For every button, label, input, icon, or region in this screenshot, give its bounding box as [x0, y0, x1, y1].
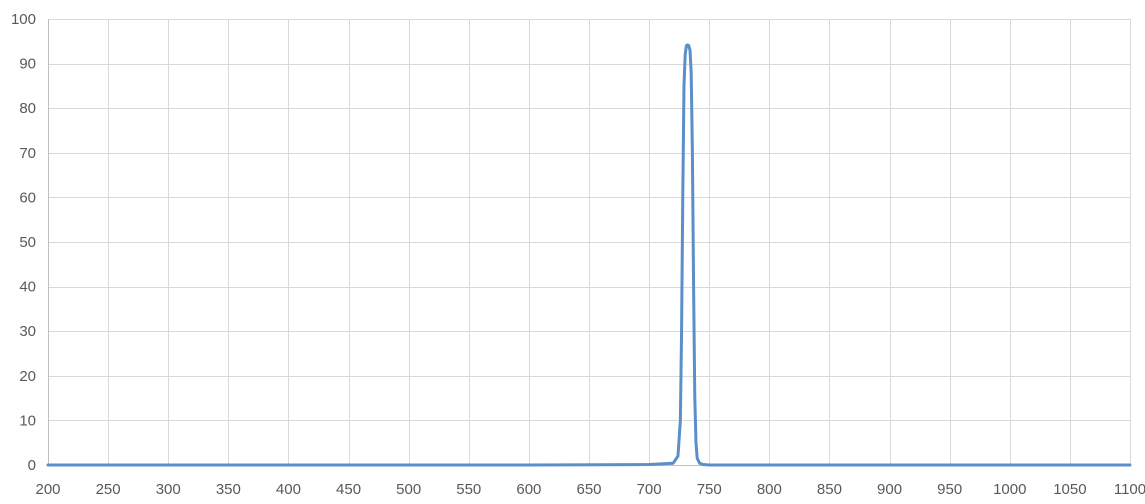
- x-tick-label: 650: [576, 481, 601, 498]
- y-tick-label: 80: [19, 100, 36, 117]
- x-tick-label: 500: [396, 481, 421, 498]
- y-tick-label: 60: [19, 189, 36, 206]
- x-tick-label: 950: [937, 481, 962, 498]
- y-tick-label: 100: [11, 11, 36, 28]
- x-tick-label: 300: [156, 481, 181, 498]
- x-tick-label: 400: [276, 481, 301, 498]
- y-tick-label: 0: [28, 457, 36, 474]
- x-tick-label: 350: [216, 481, 241, 498]
- y-axis-tick-labels: 0 10 20 30 40 50 60 70 80 90 100: [11, 11, 36, 474]
- y-tick-label: 40: [19, 279, 36, 296]
- y-tick-label: 10: [19, 412, 36, 429]
- x-tick-label: 1100: [1114, 481, 1145, 498]
- y-tick-label: 20: [19, 368, 36, 385]
- x-tick-label: 250: [96, 481, 121, 498]
- x-tick-label: 850: [817, 481, 842, 498]
- x-axis-tick-labels: 200 250 300 350 400 450 500 550 600 650 700 750 800 8…: [35, 481, 1145, 498]
- x-tick-label: 1000: [993, 481, 1026, 498]
- x-tick-label: 750: [697, 481, 722, 498]
- y-tick-label: 30: [19, 323, 36, 340]
- x-tick-label: 200: [35, 481, 60, 498]
- series-line-0: [46, 43, 1132, 467]
- horizontal-gridlines: [48, 19, 1130, 421]
- x-tick-label: 600: [516, 481, 541, 498]
- series-layer: [46, 43, 1132, 467]
- x-tick-label: 1050: [1053, 481, 1086, 498]
- x-tick-label: 450: [336, 481, 361, 498]
- x-tick-label: 700: [637, 481, 662, 498]
- y-tick-label: 70: [19, 145, 36, 162]
- x-tick-label: 900: [877, 481, 902, 498]
- y-tick-label: 50: [19, 234, 36, 251]
- x-tick-label: 800: [757, 481, 782, 498]
- x-tick-label: 550: [456, 481, 481, 498]
- y-tick-label: 90: [19, 56, 36, 73]
